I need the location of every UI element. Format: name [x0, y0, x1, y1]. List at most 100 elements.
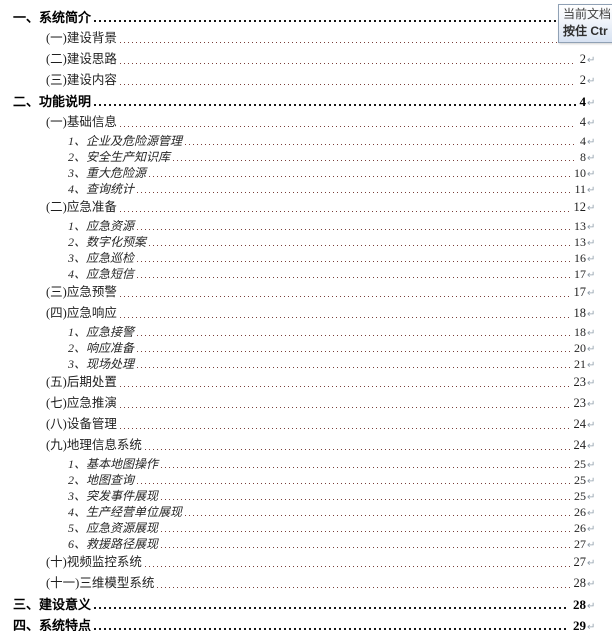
toc-row[interactable]: (三)建设内容 2 ↵: [0, 70, 612, 91]
toc-entry-label[interactable]: (二)应急准备: [46, 200, 117, 214]
toc-entry-label[interactable]: 2、安全生产知识库: [68, 150, 171, 164]
toc-entry-label[interactable]: 5、应急资源展现: [68, 521, 159, 535]
toc-entry-label[interactable]: (三)应急预警: [46, 285, 117, 299]
toc-entry-page: 8: [580, 150, 586, 164]
dot-leader: [119, 372, 570, 393]
tooltip-ctrl-click-text: 按住 Ctr: [563, 24, 608, 38]
toc-row[interactable]: (一)基础信息 4 ↵: [0, 112, 612, 133]
toc-row[interactable]: (十)视频监控系统 27 ↵: [0, 552, 612, 573]
toc-row[interactable]: (七)应急推演 23 ↵: [0, 393, 612, 414]
dot-leader: [119, 49, 576, 70]
toc-row[interactable]: 四、系统特点 29 ↵: [0, 615, 612, 631]
toc-entry-page: 21: [574, 357, 586, 371]
toc-row[interactable]: 3、应急巡检 16 ↵: [0, 250, 612, 266]
toc-row[interactable]: 3、现场处理 21 ↵: [0, 356, 612, 372]
toc-entry-label[interactable]: (一)建设背景: [46, 31, 117, 45]
hyperlink-tooltip: 当前文档 按住 Ctr: [558, 4, 612, 43]
toc-entry-label[interactable]: (十一)三维模型系统: [46, 576, 155, 590]
toc-entry-label[interactable]: (七)应急推演: [46, 396, 117, 410]
toc-row[interactable]: (十一)三维模型系统 28 ↵: [0, 573, 612, 594]
toc-row[interactable]: 4、应急短信 17 ↵: [0, 266, 612, 282]
toc-row[interactable]: 2、安全生产知识库 8 ↵: [0, 149, 612, 165]
paragraph-return-icon: ↵: [587, 270, 596, 281]
toc-row[interactable]: 4、生产经营单位展现 26 ↵: [0, 504, 612, 520]
toc-entry-label[interactable]: 三、建设意义: [13, 597, 92, 612]
toc-row[interactable]: 3、重大危险源 10 ↵: [0, 165, 612, 181]
toc-entry-page: 4: [580, 134, 586, 148]
toc-entry-label[interactable]: 一、系统简介: [13, 10, 92, 25]
toc-row[interactable]: (一)建设背景↵: [0, 28, 612, 49]
toc-entry-label[interactable]: 4、应急短信: [68, 267, 135, 281]
dot-leader: [119, 28, 582, 49]
toc-row[interactable]: 二、功能说明 4 ↵: [0, 91, 612, 112]
toc-row[interactable]: 1、基本地图操作 25 ↵: [0, 456, 612, 472]
paragraph-return-icon: ↵: [587, 476, 596, 487]
toc-row[interactable]: 5、应急资源展现 26 ↵: [0, 520, 612, 536]
dot-leader: [119, 112, 576, 133]
dot-leader: [149, 234, 570, 250]
toc-entry-label[interactable]: 二、功能说明: [13, 94, 92, 109]
toc-row[interactable]: 2、响应准备 20 ↵: [0, 340, 612, 356]
toc-entry-label[interactable]: (一)基础信息: [46, 115, 117, 129]
dot-leader: [173, 149, 576, 165]
toc-row[interactable]: (八)设备管理 24 ↵: [0, 414, 612, 435]
toc-entry-page: 18: [573, 306, 587, 320]
toc-entry-label[interactable]: 1、应急接警: [68, 325, 135, 339]
toc-row[interactable]: 2、数字化预案 13 ↵: [0, 234, 612, 250]
toc-row[interactable]: 3、突发事件展现 25 ↵: [0, 488, 612, 504]
toc-entry-label[interactable]: 4、查询统计: [68, 182, 135, 196]
toc-entry-label[interactable]: 6、救援路径展现: [68, 537, 159, 551]
paragraph-return-icon: ↵: [587, 254, 596, 265]
toc-row[interactable]: 1、应急资源 13 ↵: [0, 218, 612, 234]
toc-entry-page: 27: [573, 555, 587, 569]
toc-entry-page: 24: [573, 417, 587, 431]
toc-entry-page: 25: [574, 473, 586, 487]
toc-row[interactable]: 三、建设意义 28 ↵: [0, 594, 612, 615]
toc-entry-page: 28: [573, 576, 587, 590]
toc-row[interactable]: (四)应急响应 18 ↵: [0, 303, 612, 324]
toc-row[interactable]: 4、查询统计 11 ↵: [0, 181, 612, 197]
toc-entry-label[interactable]: 3、重大危险源: [68, 166, 147, 180]
toc-entry-label[interactable]: 3、突发事件展现: [68, 489, 159, 503]
toc-row[interactable]: (二)应急准备 12 ↵: [0, 197, 612, 218]
toc-entry-label[interactable]: 1、企业及危险源管理: [68, 134, 183, 148]
toc-entry-label[interactable]: (五)后期处置: [46, 375, 117, 389]
toc-row[interactable]: (三)应急预警 17 ↵: [0, 282, 612, 303]
dot-leader: [137, 324, 570, 340]
toc-entry-label[interactable]: (八)设备管理: [46, 417, 117, 431]
toc-row[interactable]: 1、应急接警 18 ↵: [0, 324, 612, 340]
toc-entry-label[interactable]: 四、系统特点: [13, 618, 92, 631]
toc-row[interactable]: 一、系统简介↵: [0, 7, 612, 28]
toc-entry-label[interactable]: (二)建设思路: [46, 52, 117, 66]
toc-entry-label[interactable]: 2、数字化预案: [68, 235, 147, 249]
dot-leader: [119, 393, 570, 414]
toc-row[interactable]: 1、企业及危险源管理 4 ↵: [0, 133, 612, 149]
toc-entry-label[interactable]: (四)应急响应: [46, 306, 117, 320]
toc-entry-label[interactable]: 4、生产经营单位展现: [68, 505, 183, 519]
toc-entry-label[interactable]: 2、地图查询: [68, 473, 135, 487]
toc-entry-page: 20: [574, 341, 586, 355]
toc-entry-label[interactable]: (十)视频监控系统: [46, 555, 142, 569]
toc-entry-label[interactable]: (三)建设内容: [46, 73, 117, 87]
paragraph-return-icon: ↵: [587, 420, 596, 431]
toc-row[interactable]: 6、救援路径展现 27 ↵: [0, 536, 612, 552]
toc-entry-page: 16: [574, 251, 586, 265]
toc-entry-label[interactable]: 1、基本地图操作: [68, 457, 159, 471]
table-of-contents: 一、系统简介↵(一)建设背景↵(二)建设思路2↵(三)建设内容2↵二、功能说明4…: [0, 7, 612, 631]
toc-entry-label[interactable]: 3、现场处理: [68, 357, 135, 371]
toc-row[interactable]: (五)后期处置 23 ↵: [0, 372, 612, 393]
toc-entry-label[interactable]: (九)地理信息系统: [46, 438, 142, 452]
toc-entry-page: 25: [574, 489, 586, 503]
toc-entry-label[interactable]: 3、应急巡检: [68, 251, 135, 265]
toc-entry-page: 13: [574, 235, 586, 249]
paragraph-return-icon: ↵: [587, 328, 596, 339]
toc-row[interactable]: 2、地图查询 25 ↵: [0, 472, 612, 488]
dot-leader: [94, 615, 569, 631]
toc-entry-page: 17: [573, 285, 587, 299]
toc-entry-label[interactable]: 1、应急资源: [68, 219, 135, 233]
toc-row[interactable]: (九)地理信息系统 24 ↵: [0, 435, 612, 456]
paragraph-return-icon: ↵: [587, 55, 596, 66]
paragraph-return-icon: ↵: [587, 309, 596, 320]
toc-entry-label[interactable]: 2、响应准备: [68, 341, 135, 355]
toc-row[interactable]: (二)建设思路 2 ↵: [0, 49, 612, 70]
